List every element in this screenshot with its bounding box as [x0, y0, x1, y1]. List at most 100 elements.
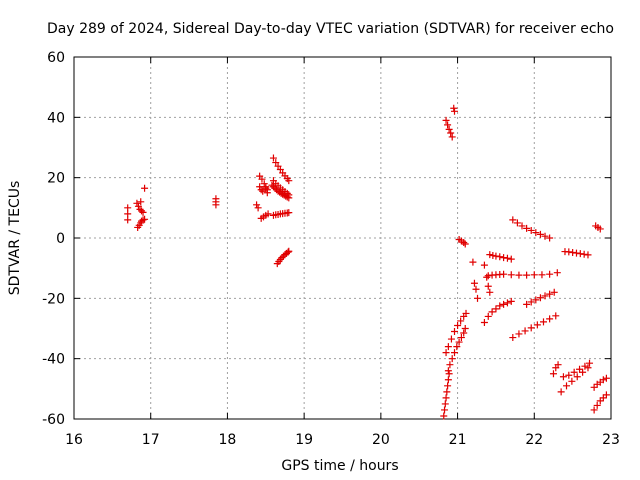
series-arc-19	[444, 325, 469, 375]
data-point	[444, 367, 452, 375]
y-tick-label: -40	[42, 352, 65, 368]
series-arc-31	[549, 361, 562, 378]
data-point	[133, 199, 141, 207]
data-point	[444, 376, 452, 384]
data-point	[523, 300, 531, 308]
data-point	[486, 251, 494, 259]
grid	[74, 57, 611, 419]
data-point	[536, 294, 544, 302]
data-point	[579, 368, 587, 376]
data-point	[483, 273, 491, 281]
data-point	[134, 202, 142, 210]
data-point	[285, 247, 293, 255]
chart-title: Day 289 of 2024, Sidereal Day-to-day VTE…	[47, 21, 614, 37]
data-point	[441, 400, 449, 408]
data-point	[565, 371, 573, 379]
data-point	[590, 406, 598, 414]
data-point	[570, 368, 578, 376]
data-point	[584, 364, 592, 372]
data-point	[278, 254, 286, 262]
data-point	[518, 222, 526, 230]
data-point	[269, 154, 277, 162]
x-tick-label: 18	[219, 432, 237, 448]
data-point	[602, 374, 610, 382]
data-point	[285, 194, 293, 202]
data-point	[546, 290, 554, 298]
data-point	[469, 258, 477, 266]
data-point	[453, 343, 461, 351]
data-point	[285, 177, 293, 185]
series-arc-3	[133, 198, 147, 216]
data-point	[264, 210, 272, 218]
series-arc-12	[268, 181, 293, 202]
data-point	[269, 183, 277, 191]
data-point	[572, 249, 580, 257]
data-point	[141, 215, 149, 223]
data-point	[503, 254, 511, 262]
data-point	[576, 365, 584, 373]
series-arc-22	[480, 261, 494, 296]
data-point	[503, 299, 511, 307]
series-arc-20	[442, 309, 470, 357]
data-point	[451, 328, 459, 336]
data-point	[139, 208, 147, 216]
data-point	[568, 377, 576, 385]
data-point	[451, 349, 459, 357]
series-arc-27	[509, 312, 560, 342]
data-point	[496, 253, 504, 261]
data-point	[454, 321, 462, 329]
data-point	[442, 349, 450, 357]
series-arc-21	[469, 258, 482, 302]
data-point	[486, 288, 494, 296]
data-point	[496, 302, 504, 310]
y-tick-label: 0	[56, 231, 65, 247]
data-point	[442, 116, 450, 124]
data-point	[509, 334, 517, 342]
x-axis-tick-labels: 16 17 18 19 20 21 22 23	[65, 432, 620, 448]
data-point	[445, 370, 453, 378]
data-point	[500, 300, 508, 308]
data-point	[440, 412, 448, 420]
data-point	[444, 121, 452, 129]
data-point	[527, 324, 535, 332]
series-arc-26	[509, 216, 554, 242]
data-point	[254, 204, 262, 212]
data-point	[532, 296, 540, 304]
data-point	[268, 181, 276, 189]
series-arc-33	[559, 359, 594, 381]
series-arc-1	[124, 204, 132, 224]
data-point	[590, 383, 598, 391]
data-point	[446, 361, 454, 369]
data-point	[521, 327, 529, 335]
data-point	[461, 325, 469, 332]
data-point	[532, 229, 540, 237]
y-tick-label: -20	[42, 291, 65, 307]
series-arc-34	[590, 391, 610, 414]
x-tick-label: 20	[372, 432, 390, 448]
data-point	[258, 175, 266, 183]
data-point	[584, 251, 592, 259]
data-point	[565, 248, 573, 256]
data-point	[141, 184, 149, 192]
data-point	[533, 321, 541, 329]
data-point	[530, 271, 538, 279]
data-point	[492, 305, 500, 313]
data-point	[573, 373, 581, 381]
data-point	[253, 201, 261, 209]
data-point	[538, 271, 546, 279]
data-point	[581, 362, 589, 370]
data-point	[546, 234, 554, 242]
data-point	[460, 239, 468, 247]
data-point	[263, 189, 271, 197]
data-point	[136, 205, 144, 213]
series-arc-29	[561, 248, 592, 259]
data-point	[527, 298, 535, 306]
data-point	[559, 373, 567, 381]
series-arc-15	[442, 116, 456, 141]
series-arc-18	[440, 370, 453, 420]
data-point	[284, 248, 292, 256]
data-point	[523, 224, 531, 232]
data-point	[137, 198, 145, 206]
x-tick-label: 17	[142, 432, 160, 448]
series-arc-32	[557, 364, 592, 396]
